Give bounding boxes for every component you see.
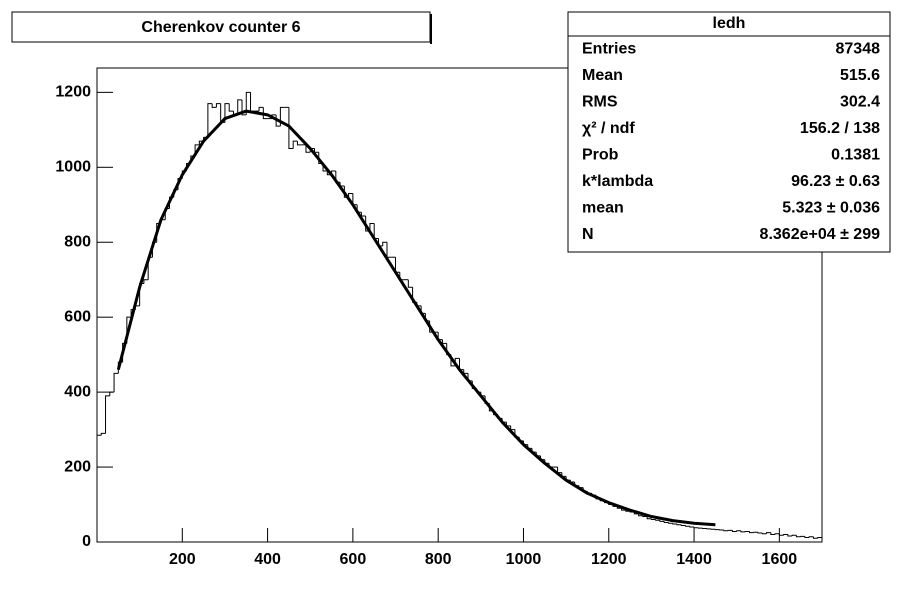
stats-value: 5.323 ± 0.036 [782, 199, 880, 216]
x-tick-label: 600 [340, 551, 367, 568]
histogram-bin [663, 521, 669, 524]
histogram-bin [757, 532, 763, 534]
histogram-bin [288, 107, 294, 150]
stats-label: Entries [582, 40, 636, 57]
histogram-bin [808, 536, 814, 538]
x-tick-label: 1000 [506, 551, 542, 568]
histogram-bin [689, 526, 695, 528]
stats-box [567, 11, 891, 253]
histogram-bin [96, 434, 102, 542]
histogram-bin [731, 530, 737, 533]
stats-value: 156.2 / 138 [800, 120, 880, 137]
histogram-bin [680, 524, 686, 527]
stats-value: 87348 [836, 40, 881, 57]
histogram-bin [774, 533, 780, 535]
histogram-bin [676, 524, 682, 526]
histogram-bin [638, 513, 643, 517]
stats-value: 302.4 [840, 93, 880, 110]
histogram-bin [407, 279, 413, 288]
histogram-bin [778, 533, 784, 536]
y-tick-label: 600 [64, 308, 91, 325]
stats-label: N [582, 226, 594, 243]
stats-value: 8.362e+04 ± 299 [760, 226, 881, 243]
x-tick-label: 1400 [676, 551, 712, 568]
x-tick-label: 200 [169, 551, 196, 568]
histogram-bin [787, 534, 793, 537]
y-tick-label: 800 [64, 233, 91, 250]
histogram-bin [736, 530, 741, 532]
chart-title: Cherenkov counter 6 [141, 19, 300, 36]
histogram-bin [241, 99, 247, 116]
title-box [11, 11, 431, 43]
y-tick-label: 1200 [55, 84, 91, 101]
histogram-bin [749, 531, 754, 534]
y-tick-label: 200 [64, 458, 91, 475]
histogram-bin [766, 532, 771, 534]
histogram-bin [228, 103, 234, 112]
y-tick-label: 1000 [55, 159, 91, 176]
histogram-bin [224, 103, 230, 123]
histogram-bin [143, 279, 149, 284]
x-tick-label: 800 [425, 551, 452, 568]
histogram-bin [795, 535, 801, 538]
histogram-bin [292, 140, 298, 149]
histogram-bin [770, 532, 776, 536]
y-tick-label: 0 [82, 533, 91, 550]
stats-value: 96.23 ± 0.63 [791, 173, 880, 190]
histogram-bin [761, 533, 767, 535]
histogram-bin [215, 103, 221, 108]
histogram-bin [667, 522, 673, 524]
histogram-bin [791, 534, 797, 537]
histogram-bin [783, 534, 788, 536]
histogram-bin [237, 99, 242, 115]
histogram-bin [655, 519, 660, 521]
y-tick-label: 400 [64, 383, 91, 400]
histogram-bin [642, 515, 648, 518]
histogram-bin [348, 193, 353, 198]
histogram-bin [369, 223, 375, 231]
stats-label: χ² / ndf [582, 120, 635, 137]
histogram-bin [646, 516, 652, 520]
stats-label: Prob [582, 146, 619, 163]
histogram-bin [804, 536, 810, 539]
histogram-bin [305, 144, 311, 153]
stats-label: mean [582, 199, 624, 216]
histogram-bin [812, 536, 818, 539]
stats-title: ledh [713, 15, 746, 32]
x-tick-label: 400 [254, 551, 281, 568]
stats-label: RMS [582, 93, 618, 110]
histogram-bin [740, 530, 746, 533]
stats-label: k*lambda [582, 173, 653, 190]
histogram-bin [693, 527, 699, 529]
x-tick-label: 1200 [591, 551, 627, 568]
histogram-bin [258, 106, 264, 112]
fit-curve [116, 109, 716, 527]
histogram-bin [100, 432, 106, 436]
histogram-bin [817, 537, 822, 539]
title-shadow [430, 14, 432, 44]
histogram-bin [685, 525, 690, 527]
histogram-bin [109, 391, 115, 396]
histogram-bin [245, 91, 251, 115]
histogram-bin [672, 523, 677, 525]
stats-label: Mean [582, 67, 623, 84]
histogram-bin [650, 518, 656, 521]
histogram-bin [723, 530, 729, 532]
histogram-bin [262, 107, 268, 120]
histogram-bin [659, 520, 665, 522]
stats-value: 515.6 [840, 67, 880, 84]
histogram-bin [279, 106, 285, 127]
histogram-bin [621, 508, 626, 511]
histogram-bin [382, 241, 387, 246]
x-tick-label: 1600 [762, 551, 798, 568]
stats-value: 0.1381 [831, 146, 880, 163]
histogram-bin [207, 103, 213, 138]
histogram-bin [625, 510, 631, 512]
histogram-bin [113, 372, 119, 393]
histogram-bin [296, 141, 302, 146]
histogram-bin [211, 103, 217, 108]
histogram-bin [105, 395, 110, 434]
